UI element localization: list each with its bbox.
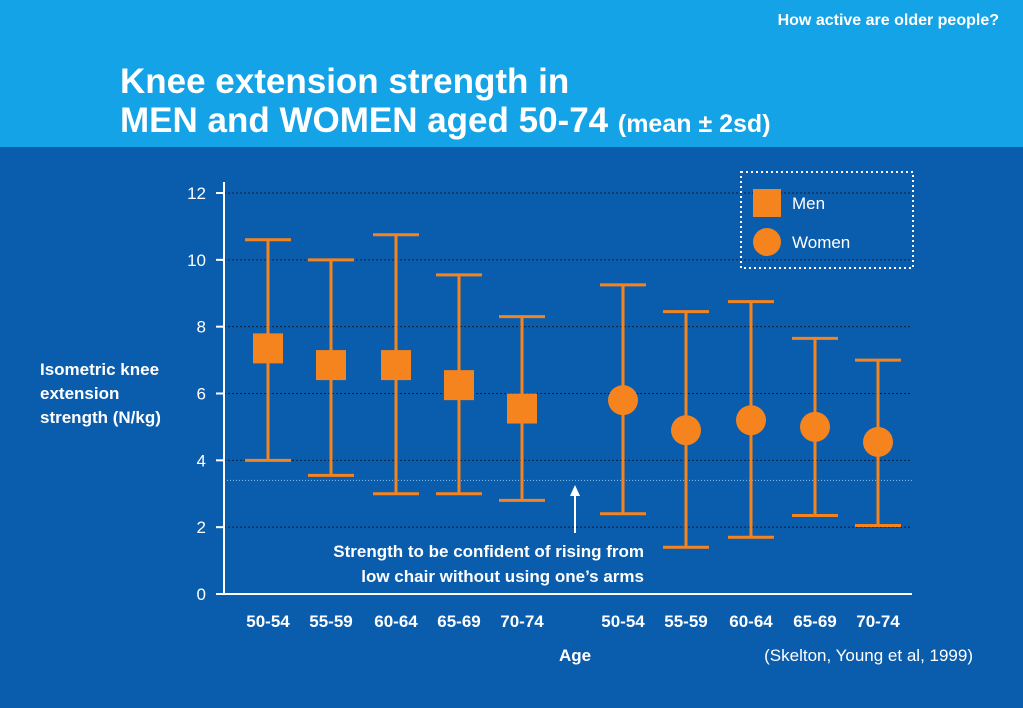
kicker-text: How active are older people? [777, 12, 999, 29]
threshold-group: Strength to be confident of rising from l… [224, 479, 912, 586]
title-suffix: (mean ± 2sd) [617, 110, 771, 138]
legend-label-women: Women [792, 233, 850, 252]
ytick-label-8: 8 [197, 318, 206, 337]
errorbar-women-55-59 [663, 310, 709, 549]
errorbar-men-50-54 [245, 238, 291, 462]
errorbar-women-70-74 [855, 358, 901, 527]
x-category-label-women-55-59: 55-59 [664, 612, 707, 631]
x-category-label-men-60-64: 60-64 [374, 612, 418, 631]
x-category-label-men-50-54: 50-54 [246, 612, 290, 631]
series-marks [245, 233, 901, 549]
axes: 0 2 4 6 8 10 12 [187, 182, 912, 604]
errorbar-men-55-59 [308, 258, 354, 477]
threshold-arrow-head [570, 485, 580, 496]
x-category-label-men-70-74: 70-74 [500, 612, 544, 631]
x-category-label-women-70-74: 70-74 [856, 612, 900, 631]
mean-marker-circle [736, 405, 766, 436]
source-citation: (Skelton, Young et al, 1999) [764, 646, 973, 665]
y-axis-label-line-3: strength (N/kg) [40, 408, 161, 427]
threshold-label-line-1: Strength to be confident of rising from [333, 542, 644, 561]
y-axis-label-line-2: extension [40, 384, 119, 403]
ytick-label-0: 0 [197, 585, 206, 604]
x-category-label-men-65-69: 65-69 [437, 612, 480, 631]
x-category-label-men-55-59: 55-59 [309, 612, 352, 631]
mean-marker-square [316, 350, 346, 381]
x-category-label-women-65-69: 65-69 [793, 612, 836, 631]
mean-marker-circle [608, 385, 638, 416]
mean-marker-square [444, 370, 474, 401]
mean-marker-circle [800, 411, 830, 442]
ytick-label-6: 6 [197, 385, 206, 404]
title-line-2-main: MEN and WOMEN aged 50-74 [120, 101, 609, 140]
ytick-label-4: 4 [197, 451, 206, 470]
errorbar-women-65-69 [792, 336, 838, 517]
errorbar-women-60-64 [728, 300, 774, 539]
ytick-label-2: 2 [197, 518, 206, 537]
ytick-label-12: 12 [187, 184, 206, 203]
errorbar-men-70-74 [499, 315, 545, 502]
legend: Men Women [740, 171, 914, 269]
legend-marker-women [753, 228, 781, 256]
slide-title: Knee extension strength in MEN and WOMEN… [120, 62, 771, 144]
x-axis-label: Age [559, 646, 591, 665]
y-axis-label-line-1: Isometric knee [40, 360, 159, 379]
legend-box [740, 171, 914, 269]
errorbar-men-65-69 [436, 273, 482, 496]
title-line-2: MEN and WOMEN aged 50-74 (mean ± 2sd) [120, 101, 771, 144]
ytick-label-10: 10 [187, 251, 206, 270]
legend-marker-men [753, 189, 781, 217]
mean-marker-square [507, 393, 537, 424]
title-line-1: Knee extension strength in [120, 62, 570, 101]
errorbar-men-60-64 [373, 233, 419, 496]
x-category-label-women-60-64: 60-64 [729, 612, 773, 631]
mean-marker-square [381, 350, 411, 381]
chart-labels: 50-54 55-59 60-64 65-69 70-74 50-54 55-59 60-64… [40, 360, 973, 665]
threshold-label-line-2: low chair without using one’s arms [361, 567, 644, 586]
mean-marker-square [253, 333, 283, 364]
errorbar-women-50-54 [600, 283, 646, 516]
mean-marker-circle [863, 426, 893, 457]
header-band: How active are older people? Knee extens… [0, 0, 1023, 147]
x-category-label-women-50-54: 50-54 [601, 612, 645, 631]
legend-label-men: Men [792, 194, 825, 213]
grid-lines [224, 192, 912, 528]
mean-marker-circle [671, 415, 701, 446]
